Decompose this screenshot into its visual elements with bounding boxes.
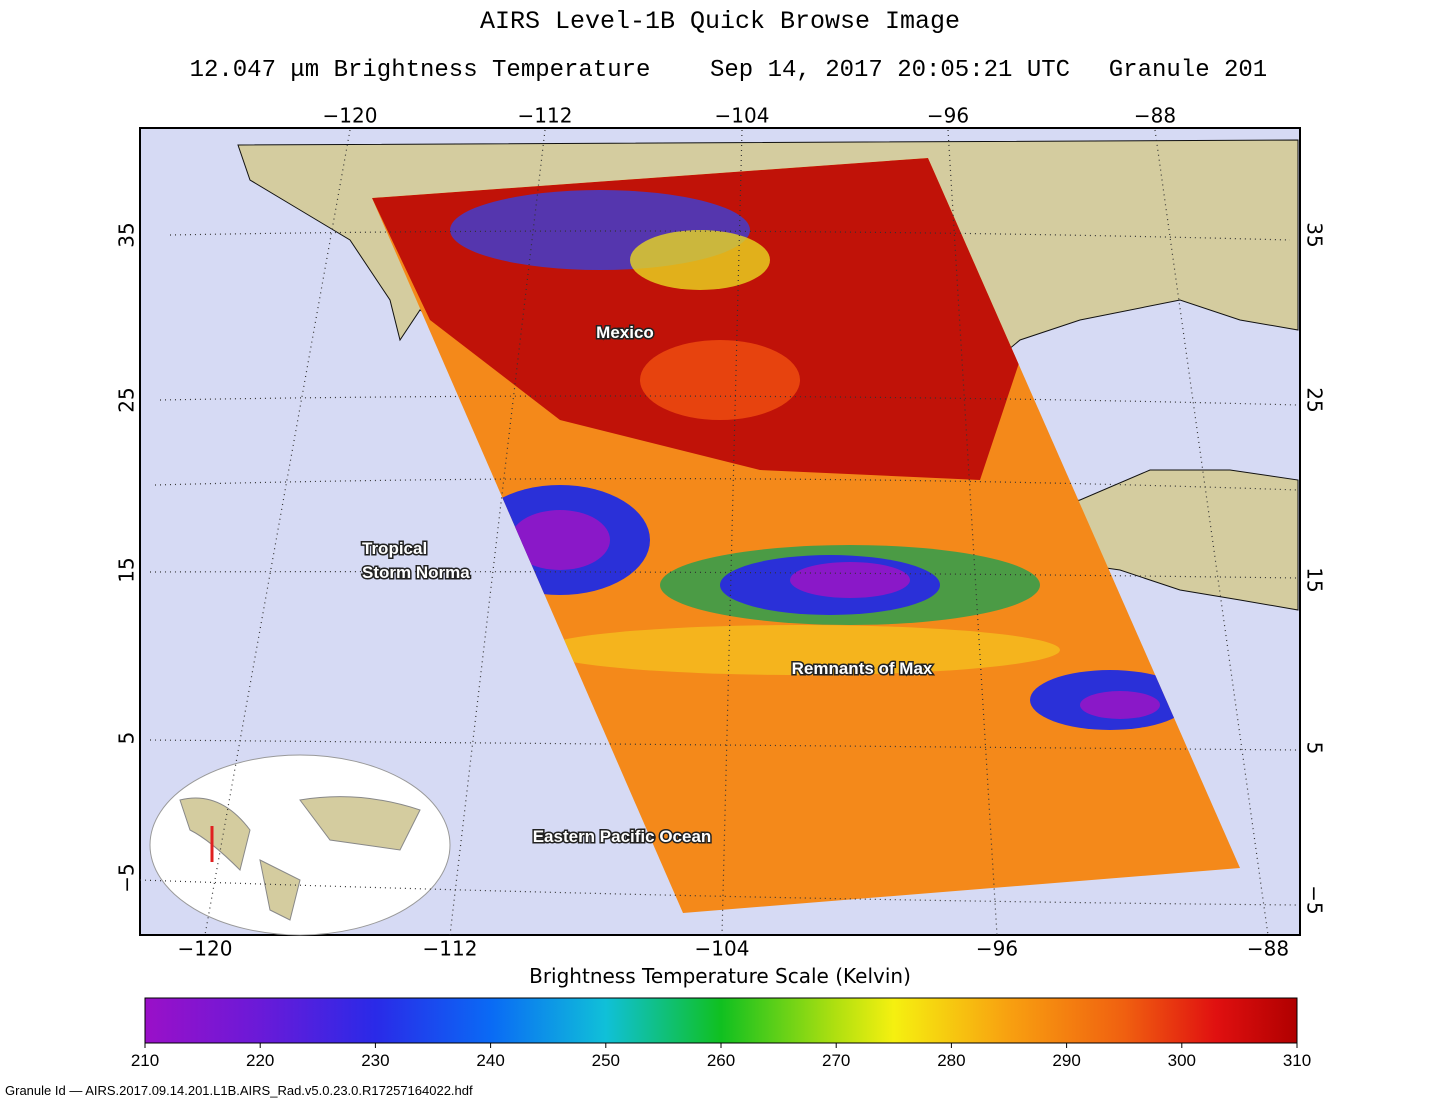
lat-label: 35 bbox=[1303, 222, 1327, 247]
colorbar-title: Brightness Temperature Scale (Kelvin) bbox=[529, 964, 911, 988]
inset-land bbox=[179, 796, 421, 921]
lat-label: 5 bbox=[1303, 742, 1327, 755]
map bbox=[139, 127, 1301, 936]
colorbar-tick-label: 260 bbox=[707, 1051, 735, 1070]
lon-label: −112 bbox=[518, 104, 573, 128]
colorbar-tick-label: 290 bbox=[1052, 1051, 1080, 1070]
colorbar-tick-label: 270 bbox=[822, 1051, 850, 1070]
subtitle: 12.047 μm Brightness Temperature bbox=[190, 57, 651, 84]
lat-label: 15 bbox=[115, 557, 139, 582]
colorbar-tick-label: 240 bbox=[476, 1051, 504, 1070]
lat-label: 15 bbox=[1303, 567, 1327, 592]
lat-label: 25 bbox=[115, 387, 139, 412]
lon-label: −104 bbox=[695, 937, 750, 961]
map-label: Eastern Pacific Ocean bbox=[533, 827, 712, 846]
map-label: Tropical bbox=[362, 539, 427, 558]
subtitle: Granule 201 bbox=[1109, 57, 1267, 84]
title: AIRS Level-1B Quick Browse Image bbox=[480, 7, 960, 36]
inset-globe bbox=[149, 754, 451, 936]
lon-label: −88 bbox=[1247, 937, 1289, 961]
map-label: Storm Norma bbox=[362, 563, 470, 582]
colorbar bbox=[144, 997, 1298, 1044]
colorbar-tick-label: 220 bbox=[246, 1051, 274, 1070]
lon-label: −96 bbox=[927, 104, 969, 128]
grid-lines bbox=[204, 129, 1269, 936]
colorbar-tick-label: 250 bbox=[592, 1051, 620, 1070]
colorbar-tick-label: 230 bbox=[361, 1051, 389, 1070]
colorbar-tick-label: 310 bbox=[1283, 1051, 1311, 1070]
lon-label: −112 bbox=[423, 937, 478, 961]
map-label: Remnants of Max bbox=[792, 659, 933, 678]
colorbar-tick-label: 300 bbox=[1168, 1051, 1196, 1070]
lat-label: −5 bbox=[1303, 885, 1327, 914]
lat-label: 35 bbox=[115, 222, 139, 247]
colorbar-tick-label: 210 bbox=[131, 1051, 159, 1070]
granule-id: Granule Id — AIRS.2017.09.14.201.L1B.AIR… bbox=[5, 1083, 473, 1098]
subtitle: Sep 14, 2017 20:05:21 UTC bbox=[710, 57, 1070, 84]
map-label: Mexico bbox=[596, 323, 654, 342]
lat-label: 5 bbox=[115, 732, 139, 745]
colorbar-tick-label: 280 bbox=[937, 1051, 965, 1070]
lon-label: −88 bbox=[1134, 104, 1176, 128]
lat-label: −5 bbox=[115, 863, 139, 892]
lon-label: −104 bbox=[715, 104, 770, 128]
lat-label: 25 bbox=[1303, 387, 1327, 412]
lon-label: −120 bbox=[178, 937, 233, 961]
lon-label: −96 bbox=[976, 937, 1018, 961]
lon-label: −120 bbox=[323, 104, 378, 128]
